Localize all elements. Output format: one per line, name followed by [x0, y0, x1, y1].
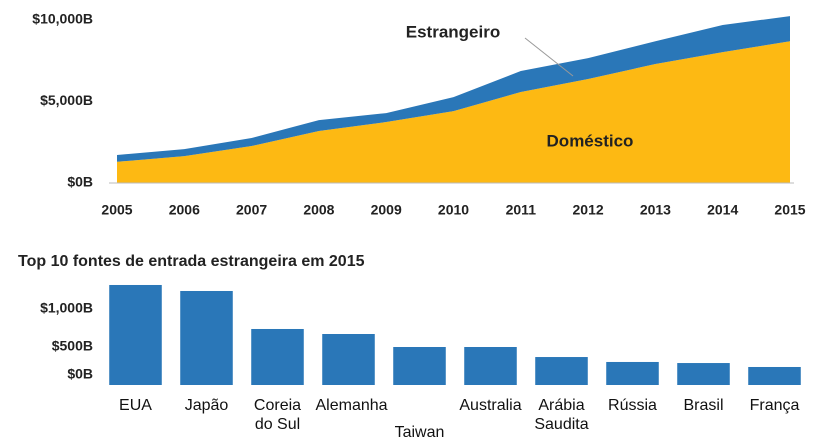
bar — [464, 347, 517, 385]
bar — [535, 357, 588, 385]
y-tick-label: $0B — [67, 366, 93, 382]
x-tick-label: Australia — [459, 397, 522, 414]
bar — [109, 284, 162, 385]
x-tick-label: Arábia Saudita — [534, 397, 589, 433]
y-tick-label: $500B — [52, 338, 93, 354]
bar — [322, 334, 375, 385]
x-tick-label: Brasil — [683, 397, 724, 414]
x-tick-label: 2009 — [371, 202, 402, 218]
x-tick-label: 2007 — [236, 202, 267, 218]
x-tick-label: 2012 — [573, 202, 604, 218]
y-tick-label: $5,000B — [40, 92, 93, 108]
x-tick-label: 2011 — [506, 202, 537, 218]
leader-line — [524, 37, 574, 77]
y-tick-label: $1,000B — [40, 300, 93, 316]
x-tick-label: 2006 — [169, 202, 200, 218]
x-tick-label: França — [749, 397, 800, 414]
bar-chart-title: Top 10 fontes de entrada estrangeira em … — [18, 253, 365, 270]
x-tick-label: Japão — [184, 397, 229, 414]
y-tick-label: $0B — [67, 174, 93, 190]
x-tick-label: 2014 — [707, 202, 738, 218]
area — [117, 41, 790, 183]
series-label: Doméstico — [547, 131, 634, 150]
x-tick-label: 2013 — [640, 202, 671, 218]
bar — [677, 363, 730, 385]
bar — [251, 328, 304, 385]
bar — [393, 347, 446, 385]
x-tick-label: Coreia do Sul — [253, 397, 302, 433]
x-tick-label: 2005 — [101, 202, 132, 218]
bar — [606, 361, 659, 385]
x-tick-label: Rússia — [608, 397, 657, 414]
series-label: Estrangeiro — [406, 22, 500, 41]
area — [117, 16, 790, 162]
bar — [180, 290, 233, 385]
y-tick-label: $10,000B — [32, 11, 93, 27]
x-tick-label: 2015 — [774, 202, 805, 218]
bar — [748, 366, 801, 385]
x-tick-label: Taiwan — [394, 424, 445, 441]
x-tick-label: Alemanha — [315, 397, 388, 414]
x-tick-label: 2010 — [438, 202, 469, 218]
x-tick-label: 2008 — [303, 202, 334, 218]
x-tick-label: EUA — [119, 397, 152, 414]
